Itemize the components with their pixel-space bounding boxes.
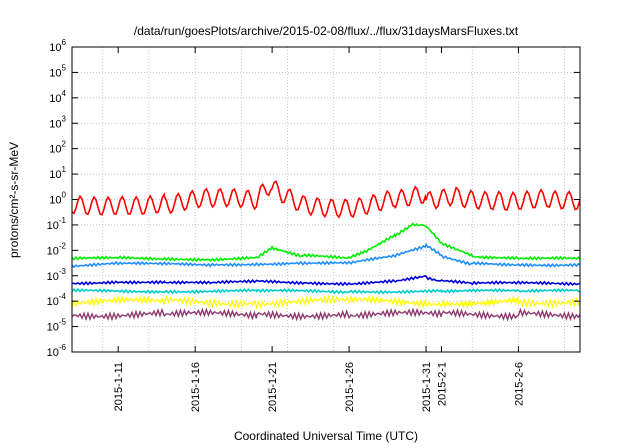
y-tick-label: 10-1 (47, 216, 67, 232)
x-tick-label: 2015-2-1 (436, 362, 448, 406)
chart-title: /data/run/goesPlots/archive/2015-02-08/f… (134, 24, 519, 38)
x-axis-label: Coordinated Universal Time (UTC) (234, 429, 418, 443)
y-tick-label: 10-5 (47, 318, 67, 334)
y-tick-exponent: -3 (59, 267, 67, 276)
y-tick-base: 10 (49, 42, 61, 54)
series-group (71, 180, 581, 322)
y-tick-exponent: 3 (62, 114, 67, 123)
y-tick-base: 10 (49, 118, 61, 130)
y-tick-exponent: 6 (62, 38, 67, 47)
y-tick-exponent: 0 (62, 191, 67, 200)
y-tick-base: 10 (47, 296, 59, 308)
x-axis: 2015-1-11 2015-1-16 2015-1-21 2015-1-26 2015… (113, 47, 525, 412)
y-tick-base: 10 (47, 220, 59, 232)
series-line (71, 180, 581, 219)
series-line (71, 222, 581, 263)
y-tick-label: 103 (49, 114, 66, 130)
x-tick-label: 2015-1-31 (421, 362, 433, 412)
y-tick-label: 10-2 (47, 241, 67, 257)
series-line (71, 275, 581, 287)
y-tick-label: 105 (49, 63, 66, 79)
y-tick-exponent: -4 (59, 292, 67, 301)
y-tick-base: 10 (47, 347, 59, 359)
y-tick-exponent: -2 (59, 241, 67, 250)
y-axis-label: protons/cm²-s-sr-MeV (7, 142, 21, 258)
x-tick-label: 2015-2-6 (513, 362, 525, 406)
y-tick-base: 10 (49, 169, 61, 181)
x-tick-label: 2015-1-21 (267, 362, 279, 412)
y-tick-label: 102 (49, 140, 66, 156)
y-tick-base: 10 (47, 322, 59, 334)
x-tick-label: 2015-1-11 (113, 362, 125, 411)
x-tick-label: 2015-1-26 (344, 362, 356, 412)
y-tick-label: 101 (49, 165, 66, 181)
y-tick-exponent: -6 (59, 343, 67, 352)
series-line (71, 287, 581, 295)
y-tick-base: 10 (49, 195, 61, 207)
y-axis-label-text: protons/cm²-s-sr-MeV (7, 142, 21, 258)
y-tick-label: 10-4 (47, 292, 67, 308)
y-axis: 10-610-510-410-310-210-11001011021031041… (47, 38, 580, 359)
y-tick-exponent: 5 (62, 63, 67, 72)
y-tick-exponent: 1 (62, 165, 67, 174)
series-line (71, 294, 581, 310)
series-line (71, 242, 581, 269)
y-tick-exponent: -1 (59, 216, 67, 225)
y-tick-label: 10-6 (47, 343, 67, 359)
y-tick-label: 10-3 (47, 267, 67, 283)
y-tick-base: 10 (47, 245, 59, 257)
y-tick-exponent: 2 (62, 140, 67, 149)
x-tick-label: 2015-1-16 (190, 362, 202, 412)
y-tick-label: 104 (49, 89, 66, 105)
y-tick-label: 100 (49, 191, 66, 207)
series-line (71, 307, 581, 322)
y-tick-label: 106 (49, 38, 66, 54)
y-tick-base: 10 (49, 67, 61, 79)
y-tick-exponent: -5 (59, 318, 67, 327)
y-tick-base: 10 (47, 271, 59, 283)
y-tick-exponent: 4 (62, 89, 67, 98)
y-tick-base: 10 (49, 144, 61, 156)
y-tick-base: 10 (49, 93, 61, 105)
